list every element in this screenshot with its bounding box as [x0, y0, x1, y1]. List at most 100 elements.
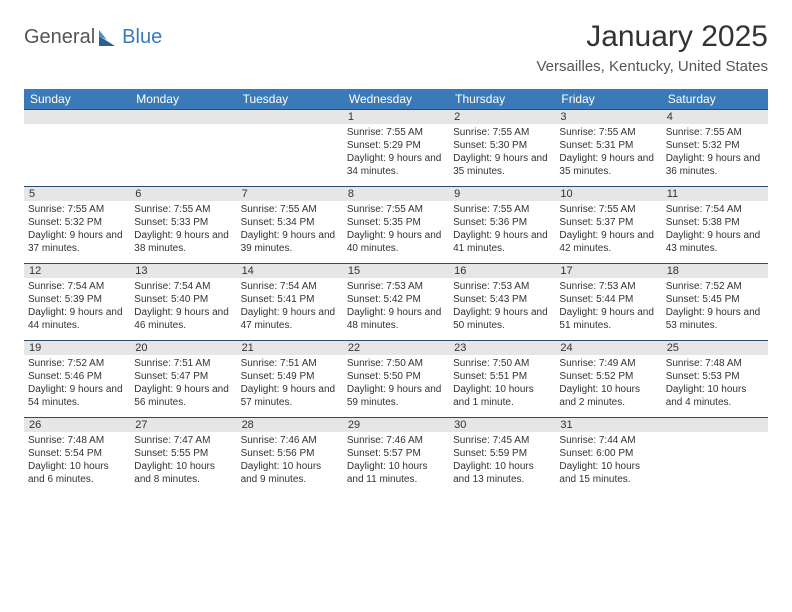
calendar-cell: 29Sunrise: 7:46 AMSunset: 5:57 PMDayligh…	[343, 417, 449, 494]
sunset-text: Sunset: 5:46 PM	[28, 370, 126, 383]
calendar-cell: 21Sunrise: 7:51 AMSunset: 5:49 PMDayligh…	[237, 340, 343, 417]
day-number: 18	[662, 263, 768, 278]
day-header-row: SundayMondayTuesdayWednesdayThursdayFrid…	[24, 89, 768, 109]
daylight-text: Daylight: 9 hours and 46 minutes.	[134, 306, 232, 332]
daylight-text: Daylight: 9 hours and 47 minutes.	[241, 306, 339, 332]
day-details: Sunrise: 7:51 AMSunset: 5:49 PMDaylight:…	[237, 355, 343, 417]
day-number: 6	[130, 186, 236, 201]
day-details: Sunrise: 7:54 AMSunset: 5:41 PMDaylight:…	[237, 278, 343, 340]
sunrise-text: Sunrise: 7:53 AM	[453, 280, 551, 293]
day-details: Sunrise: 7:44 AMSunset: 6:00 PMDaylight:…	[555, 432, 661, 494]
calendar-cell: 27Sunrise: 7:47 AMSunset: 5:55 PMDayligh…	[130, 417, 236, 494]
sunset-text: Sunset: 5:35 PM	[347, 216, 445, 229]
day-number	[662, 417, 768, 432]
sunrise-text: Sunrise: 7:55 AM	[453, 203, 551, 216]
day-number: 12	[24, 263, 130, 278]
sunset-text: Sunset: 5:34 PM	[241, 216, 339, 229]
day-details: Sunrise: 7:50 AMSunset: 5:50 PMDaylight:…	[343, 355, 449, 417]
day-details: Sunrise: 7:55 AMSunset: 5:37 PMDaylight:…	[555, 201, 661, 263]
sunrise-text: Sunrise: 7:54 AM	[28, 280, 126, 293]
day-details: Sunrise: 7:49 AMSunset: 5:52 PMDaylight:…	[555, 355, 661, 417]
day-details: Sunrise: 7:50 AMSunset: 5:51 PMDaylight:…	[449, 355, 555, 417]
calendar-cell: 4Sunrise: 7:55 AMSunset: 5:32 PMDaylight…	[662, 109, 768, 186]
day-details: Sunrise: 7:55 AMSunset: 5:36 PMDaylight:…	[449, 201, 555, 263]
calendar-cell: 10Sunrise: 7:55 AMSunset: 5:37 PMDayligh…	[555, 186, 661, 263]
calendar-cell	[130, 109, 236, 186]
calendar-week: 12Sunrise: 7:54 AMSunset: 5:39 PMDayligh…	[24, 263, 768, 340]
day-details: Sunrise: 7:52 AMSunset: 5:45 PMDaylight:…	[662, 278, 768, 340]
daylight-text: Daylight: 9 hours and 53 minutes.	[666, 306, 764, 332]
sunrise-text: Sunrise: 7:55 AM	[28, 203, 126, 216]
daylight-text: Daylight: 9 hours and 40 minutes.	[347, 229, 445, 255]
sunset-text: Sunset: 5:49 PM	[241, 370, 339, 383]
sunrise-text: Sunrise: 7:50 AM	[453, 357, 551, 370]
daylight-text: Daylight: 9 hours and 54 minutes.	[28, 383, 126, 409]
day-number: 19	[24, 340, 130, 355]
daylight-text: Daylight: 9 hours and 34 minutes.	[347, 152, 445, 178]
calendar-cell: 3Sunrise: 7:55 AMSunset: 5:31 PMDaylight…	[555, 109, 661, 186]
day-number: 11	[662, 186, 768, 201]
day-number	[24, 109, 130, 124]
day-details	[130, 124, 236, 182]
sunset-text: Sunset: 5:53 PM	[666, 370, 764, 383]
day-header: Tuesday	[237, 89, 343, 109]
calendar-cell: 25Sunrise: 7:48 AMSunset: 5:53 PMDayligh…	[662, 340, 768, 417]
sunrise-text: Sunrise: 7:45 AM	[453, 434, 551, 447]
daylight-text: Daylight: 9 hours and 43 minutes.	[666, 229, 764, 255]
day-number: 25	[662, 340, 768, 355]
calendar-cell: 11Sunrise: 7:54 AMSunset: 5:38 PMDayligh…	[662, 186, 768, 263]
day-header: Thursday	[449, 89, 555, 109]
sunset-text: Sunset: 5:36 PM	[453, 216, 551, 229]
sunrise-text: Sunrise: 7:54 AM	[134, 280, 232, 293]
calendar-week: 5Sunrise: 7:55 AMSunset: 5:32 PMDaylight…	[24, 186, 768, 263]
day-number: 23	[449, 340, 555, 355]
flag-icon	[99, 30, 119, 53]
sunset-text: Sunset: 5:55 PM	[134, 447, 232, 460]
day-details: Sunrise: 7:48 AMSunset: 5:54 PMDaylight:…	[24, 432, 130, 494]
sunset-text: Sunset: 5:42 PM	[347, 293, 445, 306]
calendar-cell: 8Sunrise: 7:55 AMSunset: 5:35 PMDaylight…	[343, 186, 449, 263]
sunrise-text: Sunrise: 7:55 AM	[559, 203, 657, 216]
calendar-cell: 12Sunrise: 7:54 AMSunset: 5:39 PMDayligh…	[24, 263, 130, 340]
day-number: 16	[449, 263, 555, 278]
day-number: 13	[130, 263, 236, 278]
calendar-cell: 23Sunrise: 7:50 AMSunset: 5:51 PMDayligh…	[449, 340, 555, 417]
calendar-cell: 14Sunrise: 7:54 AMSunset: 5:41 PMDayligh…	[237, 263, 343, 340]
logo-word-2: Blue	[122, 26, 162, 49]
calendar-cell: 1Sunrise: 7:55 AMSunset: 5:29 PMDaylight…	[343, 109, 449, 186]
calendar-cell: 6Sunrise: 7:55 AMSunset: 5:33 PMDaylight…	[130, 186, 236, 263]
sunset-text: Sunset: 5:37 PM	[559, 216, 657, 229]
sunrise-text: Sunrise: 7:51 AM	[241, 357, 339, 370]
day-details: Sunrise: 7:53 AMSunset: 5:42 PMDaylight:…	[343, 278, 449, 340]
sunrise-text: Sunrise: 7:55 AM	[453, 126, 551, 139]
day-number: 24	[555, 340, 661, 355]
calendar-cell	[237, 109, 343, 186]
calendar-week: 19Sunrise: 7:52 AMSunset: 5:46 PMDayligh…	[24, 340, 768, 417]
sunset-text: Sunset: 5:30 PM	[453, 139, 551, 152]
daylight-text: Daylight: 9 hours and 44 minutes.	[28, 306, 126, 332]
day-details: Sunrise: 7:51 AMSunset: 5:47 PMDaylight:…	[130, 355, 236, 417]
day-number: 20	[130, 340, 236, 355]
calendar-cell: 31Sunrise: 7:44 AMSunset: 6:00 PMDayligh…	[555, 417, 661, 494]
calendar-cell: 22Sunrise: 7:50 AMSunset: 5:50 PMDayligh…	[343, 340, 449, 417]
sunset-text: Sunset: 5:32 PM	[28, 216, 126, 229]
sunset-text: Sunset: 5:31 PM	[559, 139, 657, 152]
sunrise-text: Sunrise: 7:53 AM	[559, 280, 657, 293]
sunset-text: Sunset: 5:29 PM	[347, 139, 445, 152]
daylight-text: Daylight: 9 hours and 42 minutes.	[559, 229, 657, 255]
day-details: Sunrise: 7:55 AMSunset: 5:32 PMDaylight:…	[662, 124, 768, 186]
day-details: Sunrise: 7:46 AMSunset: 5:56 PMDaylight:…	[237, 432, 343, 494]
sunrise-text: Sunrise: 7:54 AM	[666, 203, 764, 216]
sunrise-text: Sunrise: 7:44 AM	[559, 434, 657, 447]
sunset-text: Sunset: 5:57 PM	[347, 447, 445, 460]
daylight-text: Daylight: 9 hours and 36 minutes.	[666, 152, 764, 178]
sunrise-text: Sunrise: 7:49 AM	[559, 357, 657, 370]
daylight-text: Daylight: 9 hours and 35 minutes.	[453, 152, 551, 178]
sunrise-text: Sunrise: 7:55 AM	[347, 126, 445, 139]
sunset-text: Sunset: 5:47 PM	[134, 370, 232, 383]
calendar-week: 1Sunrise: 7:55 AMSunset: 5:29 PMDaylight…	[24, 109, 768, 186]
day-header: Sunday	[24, 89, 130, 109]
logo: General Blue	[24, 20, 162, 49]
calendar-cell: 15Sunrise: 7:53 AMSunset: 5:42 PMDayligh…	[343, 263, 449, 340]
daylight-text: Daylight: 10 hours and 15 minutes.	[559, 460, 657, 486]
